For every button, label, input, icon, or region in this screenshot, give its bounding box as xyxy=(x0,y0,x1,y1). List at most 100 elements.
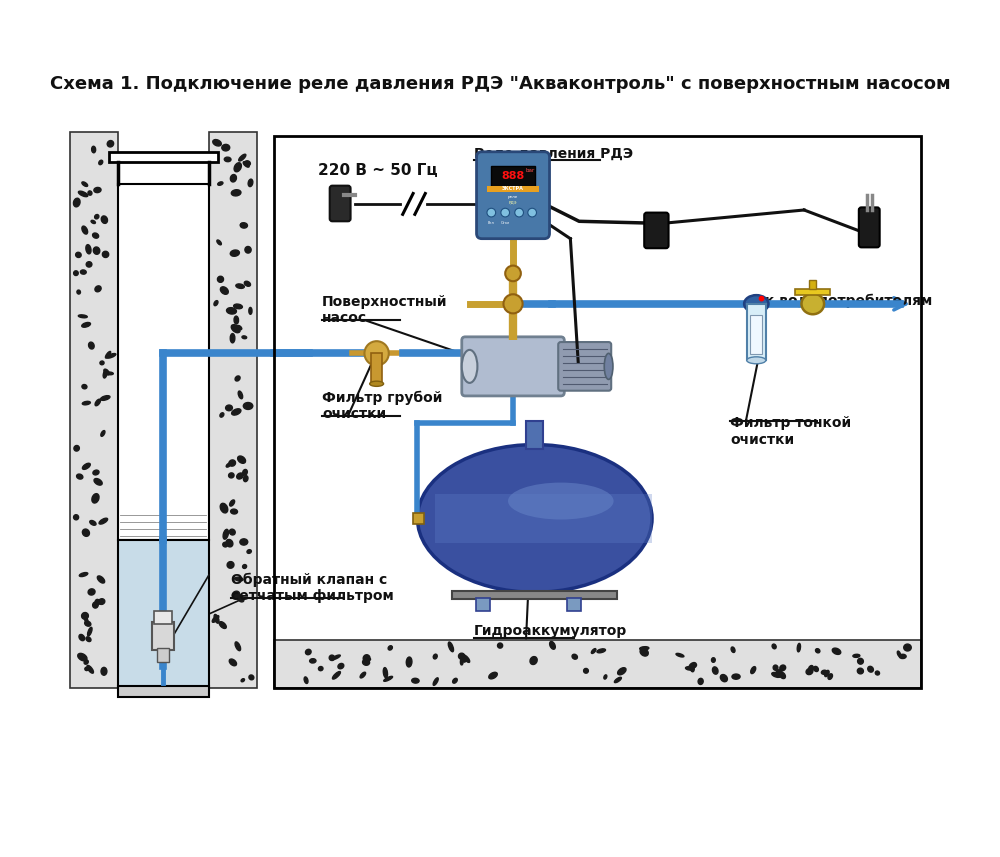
Ellipse shape xyxy=(243,565,247,568)
Ellipse shape xyxy=(220,413,224,417)
Ellipse shape xyxy=(433,678,438,686)
Bar xyxy=(413,513,424,524)
Text: Фильтр грубой
очистки: Фильтр грубой очистки xyxy=(322,390,442,421)
Ellipse shape xyxy=(91,220,95,224)
Ellipse shape xyxy=(219,621,226,628)
Ellipse shape xyxy=(99,518,108,524)
Ellipse shape xyxy=(238,391,243,399)
Ellipse shape xyxy=(90,520,96,525)
Bar xyxy=(491,165,535,187)
Ellipse shape xyxy=(690,665,694,672)
Ellipse shape xyxy=(231,325,240,333)
Ellipse shape xyxy=(779,672,785,679)
Ellipse shape xyxy=(86,261,92,267)
Ellipse shape xyxy=(772,644,776,649)
Ellipse shape xyxy=(244,281,251,286)
Ellipse shape xyxy=(230,250,239,256)
Ellipse shape xyxy=(105,351,111,358)
Ellipse shape xyxy=(498,643,503,648)
Ellipse shape xyxy=(77,290,80,294)
Ellipse shape xyxy=(772,673,781,677)
Ellipse shape xyxy=(217,240,221,245)
Ellipse shape xyxy=(93,233,99,238)
Ellipse shape xyxy=(82,529,89,536)
Ellipse shape xyxy=(234,163,241,171)
Ellipse shape xyxy=(821,670,827,674)
Bar xyxy=(209,132,257,688)
Ellipse shape xyxy=(222,144,230,151)
Ellipse shape xyxy=(226,463,231,467)
Ellipse shape xyxy=(858,658,863,664)
Text: Откл: Откл xyxy=(501,221,510,225)
Ellipse shape xyxy=(103,370,107,378)
Ellipse shape xyxy=(106,354,116,358)
Ellipse shape xyxy=(100,396,110,400)
Ellipse shape xyxy=(234,316,239,324)
Ellipse shape xyxy=(530,656,537,664)
Bar xyxy=(567,598,581,611)
Ellipse shape xyxy=(95,286,101,291)
Bar xyxy=(452,590,617,599)
Text: Схема 1. Подключение реле давления РДЭ "Акваконтроль" с поверхностным насосом: Схема 1. Подключение реле давления РДЭ "… xyxy=(50,75,950,93)
Ellipse shape xyxy=(338,663,344,668)
Ellipse shape xyxy=(92,494,99,503)
Ellipse shape xyxy=(751,667,756,674)
Ellipse shape xyxy=(106,372,113,375)
Ellipse shape xyxy=(689,662,696,668)
Ellipse shape xyxy=(237,473,243,479)
Circle shape xyxy=(759,297,764,301)
Ellipse shape xyxy=(229,659,237,666)
Ellipse shape xyxy=(100,361,104,365)
Ellipse shape xyxy=(101,216,108,224)
Ellipse shape xyxy=(814,667,818,672)
Bar xyxy=(109,152,218,162)
Text: Гидроаккумулятор: Гидроаккумулятор xyxy=(474,625,627,638)
Ellipse shape xyxy=(223,530,228,539)
Ellipse shape xyxy=(82,322,91,327)
Ellipse shape xyxy=(904,644,911,651)
FancyBboxPatch shape xyxy=(462,337,564,396)
Ellipse shape xyxy=(897,651,901,656)
Bar xyxy=(435,494,652,542)
Ellipse shape xyxy=(78,315,87,318)
Ellipse shape xyxy=(74,515,79,520)
Ellipse shape xyxy=(232,409,241,415)
Ellipse shape xyxy=(104,369,109,375)
Ellipse shape xyxy=(383,668,388,678)
Ellipse shape xyxy=(363,655,370,662)
Ellipse shape xyxy=(591,649,596,654)
Circle shape xyxy=(528,208,536,217)
Ellipse shape xyxy=(240,223,247,228)
Ellipse shape xyxy=(95,399,100,405)
Text: Вкл: Вкл xyxy=(488,221,495,225)
Ellipse shape xyxy=(550,642,555,650)
Ellipse shape xyxy=(93,247,100,255)
Bar xyxy=(371,353,382,384)
FancyBboxPatch shape xyxy=(558,342,611,391)
Ellipse shape xyxy=(691,664,697,668)
Ellipse shape xyxy=(453,678,457,683)
Ellipse shape xyxy=(744,295,768,313)
Ellipse shape xyxy=(304,677,308,684)
Ellipse shape xyxy=(86,637,91,642)
Ellipse shape xyxy=(82,226,88,234)
Bar xyxy=(274,640,921,688)
Ellipse shape xyxy=(231,189,241,196)
Ellipse shape xyxy=(686,667,694,670)
Ellipse shape xyxy=(370,381,384,387)
Ellipse shape xyxy=(217,276,224,282)
Ellipse shape xyxy=(238,456,246,464)
Ellipse shape xyxy=(247,549,251,554)
Ellipse shape xyxy=(74,446,79,451)
Ellipse shape xyxy=(107,141,114,147)
Ellipse shape xyxy=(244,161,250,166)
FancyBboxPatch shape xyxy=(477,152,550,238)
Ellipse shape xyxy=(229,460,236,466)
Ellipse shape xyxy=(243,162,249,167)
Ellipse shape xyxy=(99,160,103,165)
Text: 888: 888 xyxy=(501,171,525,181)
Ellipse shape xyxy=(310,659,316,663)
Ellipse shape xyxy=(88,191,92,195)
Ellipse shape xyxy=(92,147,96,153)
Ellipse shape xyxy=(732,674,740,680)
